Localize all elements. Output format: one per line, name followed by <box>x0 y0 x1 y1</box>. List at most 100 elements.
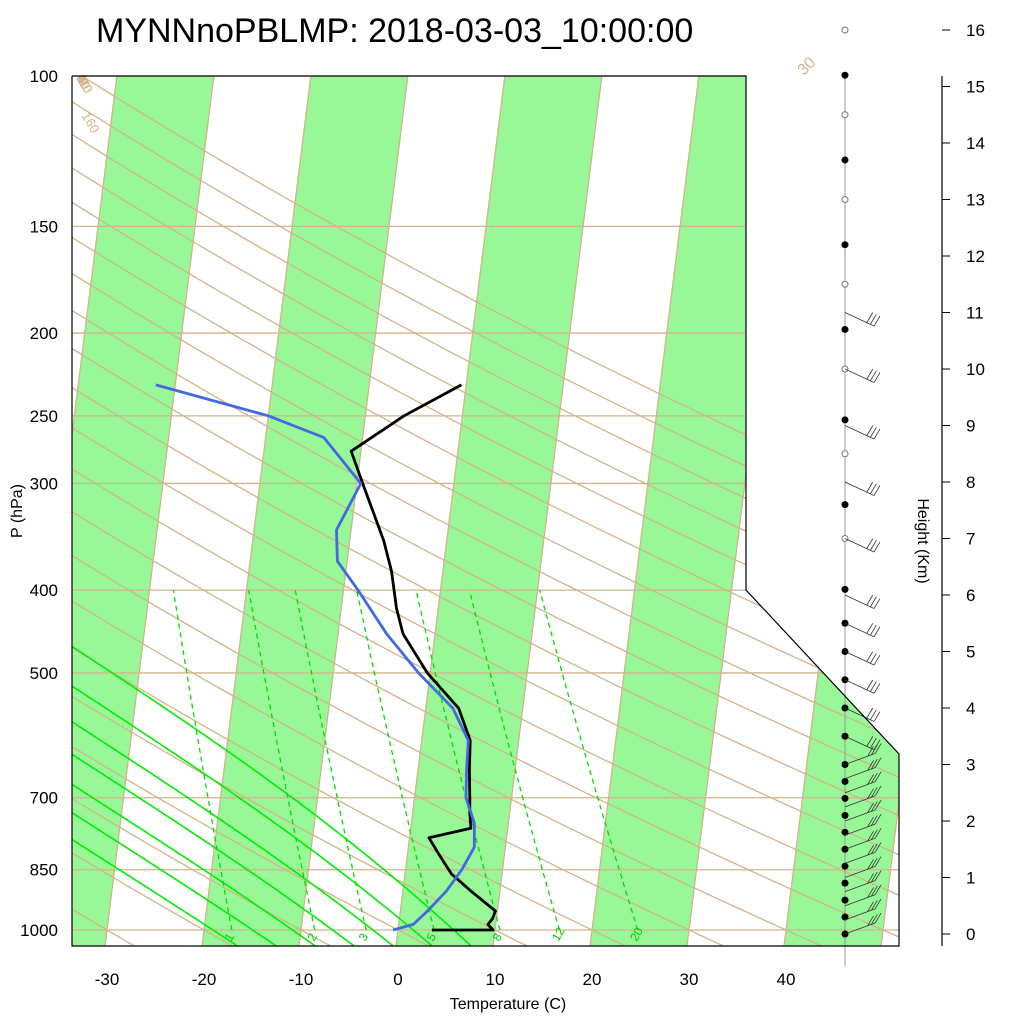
mixing-ratio-label: 3 <box>356 930 372 943</box>
wind-barb-feather <box>870 653 877 664</box>
wind-barb <box>844 852 876 864</box>
dry-adiabat-line <box>72 76 899 946</box>
wind-barb-feather <box>874 813 882 825</box>
wind-barb <box>844 809 876 822</box>
wind-barb-feather <box>874 884 882 896</box>
wind-barb-feather <box>866 594 874 606</box>
wind-barb-feather <box>873 598 881 609</box>
wind-barb-feather <box>867 844 874 856</box>
wind-level-open-dot <box>841 111 849 119</box>
x-tick-label: 30 <box>680 970 699 989</box>
wind-barb <box>844 594 875 609</box>
moist-adiabat-line <box>72 381 474 946</box>
wind-level-dot <box>841 585 849 593</box>
wind-barb-feather <box>870 314 877 325</box>
wind-barb-feather <box>870 427 877 438</box>
wind-level-dot <box>841 156 849 164</box>
wind-barb-feather <box>874 898 882 910</box>
isotherm-band <box>199 76 419 946</box>
wind-barb-feather <box>874 785 882 797</box>
height-tick-label: 4 <box>966 699 975 718</box>
height-tick-label: 1 <box>966 869 975 888</box>
height-tick-label: 3 <box>966 756 975 775</box>
wind-barb-feather <box>873 739 881 750</box>
wind-barb-feather <box>870 624 877 636</box>
wind-barb-feather <box>870 885 878 897</box>
wind-barb <box>844 880 876 893</box>
wind-barb-feather <box>873 372 881 383</box>
wind-barb-feather <box>870 758 878 770</box>
dry-adiabat-lines <box>72 76 899 946</box>
dry-adiabat-line <box>72 76 899 946</box>
x-tick-label: -30 <box>95 970 120 989</box>
x-tick-label: 40 <box>777 970 796 989</box>
wind-level-dot <box>841 862 849 870</box>
chart-title: MYNNnoPBLMP: 2018-03-03_10:00:00 <box>96 12 693 50</box>
wind-barb <box>844 767 876 780</box>
wind-barb-feather <box>866 481 874 493</box>
dry-adiabat-line <box>72 76 827 946</box>
plot-frame <box>71 75 900 947</box>
wind-barb-feather <box>867 859 874 870</box>
pressure-tick-label: 700 <box>30 789 58 808</box>
wind-barb <box>844 908 876 921</box>
height-tick-label: 9 <box>966 417 975 436</box>
wind-barb-feather <box>874 799 882 811</box>
height-tick-label: 0 <box>966 925 975 944</box>
isotherm-line <box>198 76 322 946</box>
moist-adiabat-line <box>72 381 241 946</box>
wind-barb-feather <box>870 681 877 692</box>
mixing-ratio-line <box>172 590 233 931</box>
pressure-tick-label: 850 <box>30 861 58 880</box>
isotherm-line <box>72 76 128 946</box>
x-tick-label: -10 <box>289 970 314 989</box>
wind-barb <box>844 707 875 722</box>
height-tick-label: 10 <box>966 360 985 379</box>
wind-barb-feather <box>870 370 877 382</box>
dry-adiabat-line <box>72 76 237 946</box>
height-tick-label: 13 <box>966 191 985 210</box>
dry-adiabat-line <box>72 76 899 946</box>
dry-adiabat-line <box>72 76 899 946</box>
wind-barb-feather <box>870 829 878 840</box>
wind-barb-feather <box>866 312 874 323</box>
dry-adiabat-line <box>72 76 335 946</box>
wind-barb-feather <box>873 428 881 440</box>
wind-barb <box>844 679 875 694</box>
wind-barb <box>844 781 876 794</box>
mixing-ratio-label: 2 <box>304 930 320 943</box>
dry-adiabat-line <box>72 76 899 946</box>
wind-barb-feather <box>866 623 874 634</box>
isotherm-band <box>587 76 807 946</box>
pressure-tick-label: 400 <box>30 581 58 600</box>
wind-barb-feather <box>874 870 882 881</box>
pressure-tick-label: 200 <box>30 324 58 343</box>
wind-level-dot <box>841 913 849 921</box>
wind-barb-feather <box>873 541 881 553</box>
wind-barb-feather <box>873 485 881 496</box>
wind-barb-feather <box>867 774 874 785</box>
wind-barb <box>844 795 876 808</box>
wind-barb <box>844 312 875 327</box>
dry-adiabat-line <box>72 76 899 946</box>
mixing-ratio-label: 20 <box>627 925 646 944</box>
pressure-tick-label: 250 <box>30 407 58 426</box>
x-tick-label: 20 <box>583 970 602 989</box>
wind-barb-feather <box>867 816 874 828</box>
y-axis-title: P (hPa) <box>9 484 26 538</box>
dewpoint-profile <box>155 383 476 932</box>
wind-barb <box>844 753 876 765</box>
height-tick-label: 14 <box>966 134 985 153</box>
wind-barb-feather <box>870 801 878 812</box>
wind-barb-feather <box>874 771 882 783</box>
wind-barb <box>844 481 875 496</box>
height-axis-title: Height (Km) <box>914 498 931 583</box>
moist-adiabat-lines <box>72 381 474 946</box>
dry-adiabat-line <box>72 76 899 946</box>
isotherm-lines <box>72 76 899 946</box>
dry-adiabat-line <box>72 76 899 946</box>
wind-barb-feather <box>874 757 882 768</box>
wind-barb <box>844 837 876 850</box>
isotherm-label: 30 <box>795 54 820 79</box>
